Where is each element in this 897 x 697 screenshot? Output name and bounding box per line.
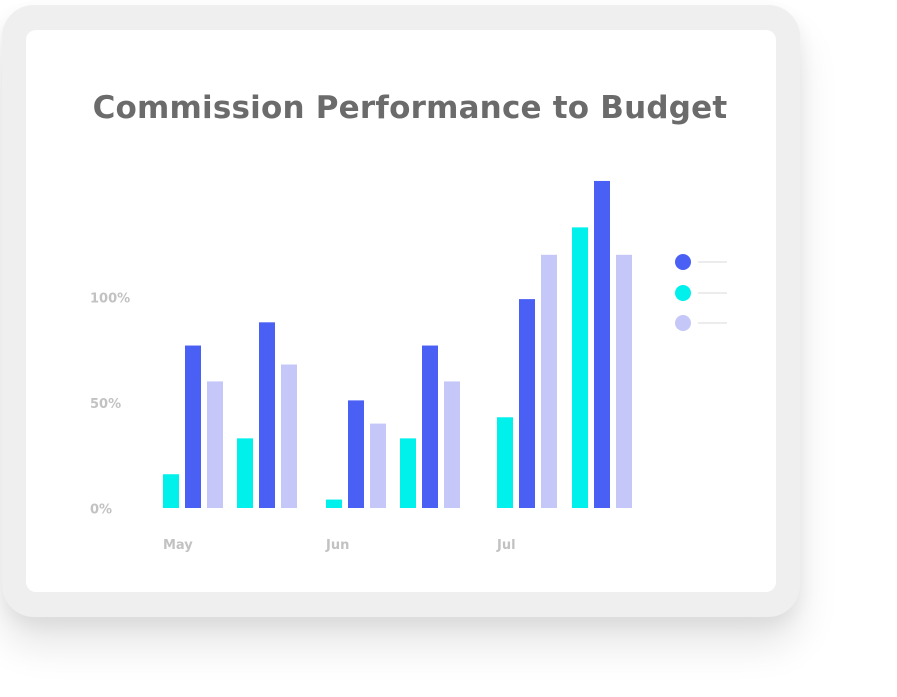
- y-tick-label: 100%: [90, 292, 130, 307]
- bar-series-2-group-4: [422, 345, 438, 508]
- x-tick-label: May: [163, 538, 193, 553]
- legend-swatch: [675, 285, 691, 301]
- bar-series-1-group-2: [237, 438, 253, 508]
- bar-series-2-group-6: [594, 180, 610, 508]
- bars: [163, 180, 632, 508]
- bar-series-1-group-5: [497, 417, 513, 508]
- bar-series-2-group-3: [348, 400, 364, 508]
- legend-swatch: [675, 254, 691, 270]
- bar-series-1-group-6: [572, 227, 588, 508]
- y-axis: 0% 50% 100%: [90, 292, 130, 518]
- bar-series-3-group-4: [444, 381, 460, 508]
- bar-series-1-group-3: [326, 499, 342, 508]
- legend-item: [675, 315, 727, 331]
- x-tick-label: Jul: [496, 538, 516, 553]
- bar-series-3-group-1: [207, 381, 223, 508]
- bar-series-3-group-2: [281, 364, 297, 508]
- x-axis: May Jun Jul: [163, 538, 516, 553]
- legend: [675, 254, 727, 331]
- legend-item: [675, 285, 727, 301]
- bar-series-3-group-5: [541, 254, 557, 508]
- device-frame: [2, 5, 800, 617]
- bar-series-1-group-1: [163, 474, 179, 508]
- chart-title: Commission Performance to Budget: [92, 90, 728, 126]
- bar-series-3-group-3: [370, 423, 386, 508]
- y-tick-label: 50%: [90, 397, 121, 412]
- legend-swatch: [675, 315, 691, 331]
- y-tick-label: 0%: [90, 503, 112, 518]
- bar-series-1-group-4: [400, 438, 416, 508]
- legend-item: [675, 254, 727, 270]
- bar-series-2-group-2: [259, 322, 275, 508]
- bar-series-2-group-5: [519, 299, 535, 508]
- x-tick-label: Jun: [325, 538, 349, 553]
- bar-series-3-group-6: [616, 254, 632, 508]
- bar-series-2-group-1: [185, 345, 201, 508]
